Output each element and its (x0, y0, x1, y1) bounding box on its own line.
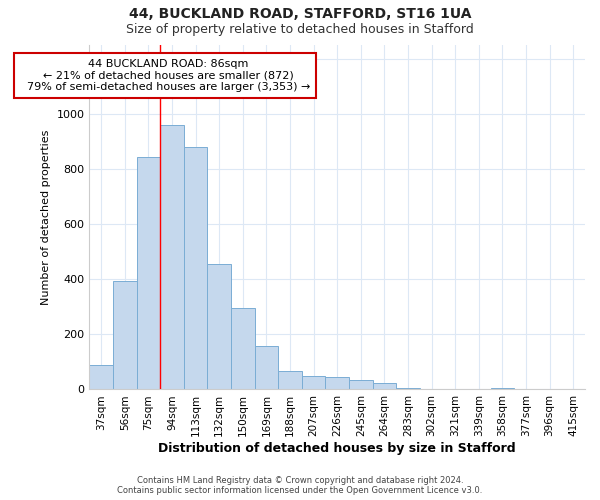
Bar (89, 364, 113, 390)
Bar (254, 346, 278, 390)
Bar (184, 147, 208, 390)
Y-axis label: Number of detached properties: Number of detached properties (41, 130, 51, 305)
Bar (373, 384, 396, 390)
Bar (396, 388, 420, 390)
Bar (278, 370, 302, 390)
Bar (137, 156, 160, 390)
X-axis label: Distribution of detached houses by size in Stafford: Distribution of detached houses by size … (158, 442, 516, 455)
Bar (160, 125, 184, 390)
Bar (420, 389, 443, 390)
Bar (302, 376, 325, 390)
Text: Contains HM Land Registry data © Crown copyright and database right 2024.
Contai: Contains HM Land Registry data © Crown c… (118, 476, 482, 495)
Bar (325, 376, 349, 390)
Text: 44 BUCKLAND ROAD: 86sqm
  ← 21% of detached houses are smaller (872)
  79% of se: 44 BUCKLAND ROAD: 86sqm ← 21% of detache… (20, 59, 310, 92)
Text: Size of property relative to detached houses in Stafford: Size of property relative to detached ho… (126, 22, 474, 36)
Bar (208, 264, 231, 390)
Bar (113, 280, 137, 390)
Bar (231, 308, 254, 390)
Bar (349, 380, 373, 390)
Text: 44, BUCKLAND ROAD, STAFFORD, ST16 1UA: 44, BUCKLAND ROAD, STAFFORD, ST16 1UA (129, 8, 471, 22)
Bar (491, 388, 514, 390)
